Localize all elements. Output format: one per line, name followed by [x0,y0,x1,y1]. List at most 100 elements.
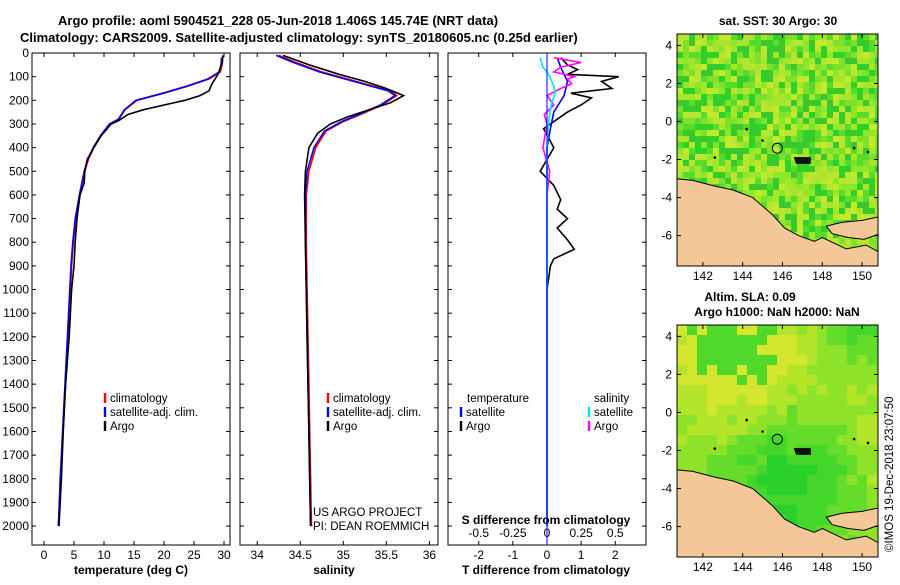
sst-field-cell [845,40,852,47]
sst-field-cell [725,136,732,143]
sst-field-cell [677,52,684,59]
sst-field-cell [701,100,708,107]
sst-field-cell [821,214,828,221]
small-island [852,146,856,150]
sst-field-cell [683,82,690,89]
sst-field-cell [833,160,840,167]
sst-field-cell [863,166,870,173]
sst-field-cell [827,52,834,59]
sst-field-cell [857,112,864,119]
sst-field-cell [845,124,852,131]
sla-field-cell [777,385,788,396]
sst-field-cell [803,208,810,215]
sst-field-cell [827,100,834,107]
sst-field-cell [863,154,870,161]
sst-field-cell [863,46,870,53]
sla-field-cell [767,465,778,476]
sst-field-cell [767,136,774,143]
sst-field-cell [683,94,690,101]
sst-field-cell [827,214,834,221]
sst-field-cell [815,142,822,149]
sst-field-cell [761,88,768,95]
sst-field-cell [839,178,846,185]
sla-field-cell [857,495,868,506]
sst-field-cell [695,82,702,89]
sst-field-cell [701,88,708,95]
sst-field-cell [731,100,738,107]
sla-field-cell [807,495,818,506]
sst-field-cell [827,130,834,137]
sst-field-cell [737,94,744,101]
sla-field-cell [857,445,868,456]
sst-field-cell [875,244,878,251]
sla-field-cell [787,345,798,356]
sst-field-cell [803,166,810,173]
sla-field-cell [707,435,718,446]
sla-field-cell [847,355,858,366]
sst-field-cell [833,238,840,245]
sst-field-cell [845,238,852,245]
sst-field-cell [809,70,816,77]
sst-field-cell [689,112,696,119]
sst-field-cell [737,70,744,77]
sla-field-cell [857,485,868,496]
sst-field-cell [743,100,750,107]
sst-field-cell [695,46,702,53]
sst-field-cell [809,136,816,143]
sst-field-cell [797,184,804,191]
sst-field-cell [689,46,696,53]
sst-field-cell [851,214,858,221]
sst-field-cell [707,160,714,167]
sla-field-cell [837,375,848,386]
sst-field-cell [845,244,852,251]
sla-field-cell [817,405,828,416]
sst-field-cell [719,112,726,119]
map2-title-line2: Argo h1000: NaN h2000: NaN [694,305,859,319]
sst-field-cell [755,82,762,89]
sst-field-cell [857,118,864,125]
sst-field-cell [851,202,858,209]
sst-field-cell [845,64,852,71]
sst-field-cell [869,160,876,167]
sla-field-cell [787,405,798,416]
sst-field-cell [731,166,738,173]
sla-field-cell [747,395,758,406]
sla-field-cell [877,555,878,557]
depth-tick-label: 1400 [2,377,29,391]
sla-field-cell [837,465,848,476]
sla-field-cell [787,355,798,366]
sst-field-cell [809,100,816,107]
sst-field-cell [755,70,762,77]
sst-field-cell [839,88,846,95]
sst-field-cell [737,106,744,113]
sst-field-cell [833,130,840,137]
sla-field-cell [827,395,838,406]
sst-field-cell [737,118,744,125]
sst-field-cell [677,100,684,107]
sst-field-cell [731,118,738,125]
sst-field-cell [869,40,876,47]
sla-field-cell [757,405,768,416]
sst-field-cell [869,106,876,113]
sst-field-cell [695,94,702,101]
sst-field-cell [851,94,858,101]
sla-field-cell [757,355,768,366]
sst-field-cell [857,196,864,203]
sst-field-cell [767,34,774,41]
sst-field-cell [677,130,684,137]
sst-field-cell [683,130,690,137]
sst-field-cell [863,238,870,245]
sla-field-cell [847,325,858,336]
sla-field-cell [697,465,708,476]
diff-xtick-label: -1 [508,548,519,562]
sst-field-cell [761,148,768,155]
sla-field-cell [847,455,858,466]
sla-field-cell [717,405,728,416]
sst-field-cell [821,112,828,119]
sst-field-cell [719,58,726,65]
sla-field-cell [857,455,868,466]
sst-field-cell [695,64,702,71]
sst-field-cell [785,172,792,179]
sst-field-cell [713,94,720,101]
sla-field-cell [677,335,688,346]
